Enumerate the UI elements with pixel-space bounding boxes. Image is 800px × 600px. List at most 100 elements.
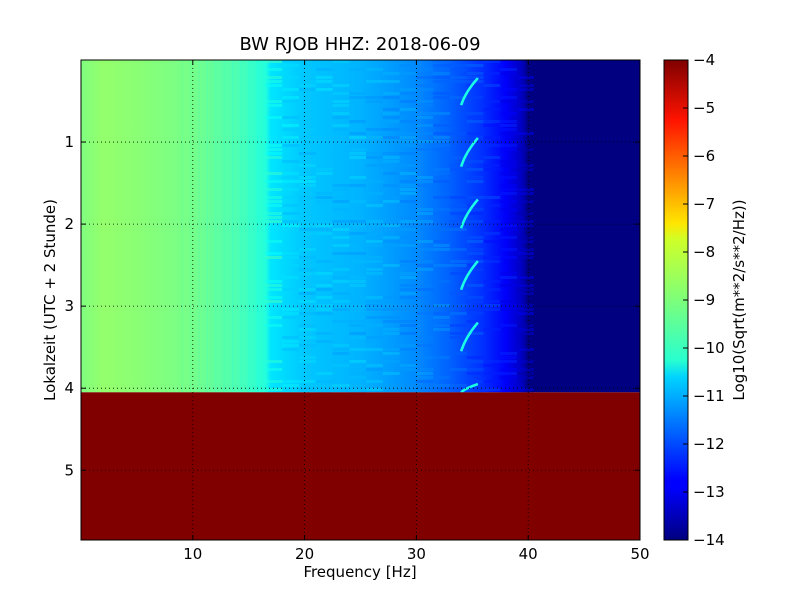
spectrogram-cell xyxy=(466,308,484,311)
spectrogram-cell xyxy=(349,176,367,179)
spectrogram-cell xyxy=(332,84,350,87)
spectrogram-cell xyxy=(416,268,434,271)
spectrogram-cell xyxy=(416,212,434,215)
spectrogram-cell xyxy=(349,368,367,371)
spectrogram-cell xyxy=(349,276,367,279)
spectrogram-cell xyxy=(449,156,467,159)
spectrogram-cell xyxy=(500,352,518,355)
spectrogram-cell xyxy=(366,364,383,367)
spectrogram-cell xyxy=(399,180,417,183)
spectrogram-cell xyxy=(399,276,417,279)
spectrogram-cell xyxy=(500,368,518,371)
y-tick-label: 3 xyxy=(64,297,74,315)
spectrogram-cell xyxy=(282,264,300,267)
spectrogram-cell xyxy=(265,188,283,191)
spectrogram-cell xyxy=(517,240,534,243)
spectrogram-cell xyxy=(416,148,434,151)
spectral-line-segment xyxy=(459,260,479,291)
spectrogram-cell xyxy=(349,68,367,71)
spectrogram-cell xyxy=(483,168,501,171)
spectrogram-cell xyxy=(399,308,417,311)
spectrogram-cell xyxy=(433,304,450,307)
spectrogram-cell xyxy=(433,132,450,135)
spectrogram-cell xyxy=(500,124,518,127)
spectrogram-cell xyxy=(517,236,534,239)
spectrogram-cell xyxy=(366,316,383,319)
spectrogram-cell xyxy=(483,72,501,75)
spectrogram-cell xyxy=(382,92,400,95)
spectrogram-cell xyxy=(466,72,484,75)
spectrogram-cell xyxy=(449,164,467,167)
spectrogram-cell xyxy=(382,184,400,187)
spectrogram-cell xyxy=(299,388,316,391)
spectrogram-cell xyxy=(399,332,417,335)
spectrogram-cell xyxy=(416,72,434,75)
spectrogram-cell xyxy=(466,356,484,359)
spectrogram-cell xyxy=(349,132,367,135)
spectrogram-cell xyxy=(433,112,450,115)
spectrogram-cell xyxy=(265,380,283,383)
spectrogram-cell xyxy=(449,384,467,387)
spectrogram-cell xyxy=(315,68,333,71)
spectrogram-cell xyxy=(382,240,400,243)
spectrogram-cell xyxy=(449,224,467,227)
spectrogram-cell xyxy=(416,100,434,103)
spectrogram-cell xyxy=(299,360,316,363)
spectrogram-cell xyxy=(265,316,283,319)
spectrogram-cell xyxy=(466,320,484,323)
spectrogram-cell xyxy=(382,108,400,111)
spectrogram-cell xyxy=(332,268,350,271)
spectrogram-cell xyxy=(483,60,501,63)
spectrogram-cell xyxy=(416,76,434,79)
spectrogram-cell xyxy=(399,92,417,95)
spectrogram-cell xyxy=(332,320,350,323)
spectrogram-cell xyxy=(265,196,283,199)
spectrogram-cell xyxy=(332,184,350,187)
colorbar-tick-label: −13 xyxy=(693,483,725,501)
spectrogram-cell xyxy=(483,260,501,263)
spectrogram-cell xyxy=(433,356,450,359)
colorbar-tick-label: −4 xyxy=(693,51,715,69)
spectrogram-cell xyxy=(332,208,350,211)
spectrogram-cell xyxy=(433,384,450,387)
spectrogram-cell xyxy=(366,180,383,183)
spectrogram-cell xyxy=(500,256,518,259)
spectrogram-cell xyxy=(349,284,367,287)
spectrogram-cell xyxy=(433,176,450,179)
spectrogram-cell xyxy=(382,320,400,323)
spectrogram-cell xyxy=(382,96,400,99)
spectrogram-cell xyxy=(332,60,350,63)
spectrogram-cell xyxy=(449,68,467,71)
spectrogram-cell xyxy=(483,380,501,383)
spectrogram-cell xyxy=(382,236,400,239)
spectrogram-cell xyxy=(399,188,417,191)
spectrogram-cell xyxy=(483,300,501,303)
spectrogram-cell xyxy=(299,272,316,275)
spectrogram-cell xyxy=(265,200,283,203)
spectrogram-cell xyxy=(416,176,434,179)
colorbar-tick-label: −12 xyxy=(693,435,725,453)
spectrogram-cell xyxy=(433,80,450,83)
spectrogram-cell xyxy=(382,224,400,227)
spectrogram-cell xyxy=(315,88,333,91)
spectrogram-cell xyxy=(399,64,417,67)
spectrogram-cell xyxy=(500,200,518,203)
spectrogram-cell xyxy=(399,236,417,239)
spectrogram-cell xyxy=(349,96,367,99)
spectrogram-cell xyxy=(449,332,467,335)
spectrogram-cell xyxy=(299,180,316,183)
spectrogram-cell xyxy=(366,272,383,275)
spectrogram-cell xyxy=(399,192,417,195)
spectrogram-cell xyxy=(399,72,417,75)
spectrogram-vertical-streak xyxy=(181,60,183,393)
spectrogram-cell xyxy=(449,204,467,207)
spectrogram-cell xyxy=(416,260,434,263)
spectrogram-cell xyxy=(483,304,501,307)
spectrogram-cell xyxy=(349,200,367,203)
spectrogram-cell xyxy=(466,268,484,271)
spectrogram-cell xyxy=(399,220,417,223)
spectrogram-cell xyxy=(466,372,484,375)
spectrogram-cell xyxy=(433,376,450,379)
colorbar-tick-label: −6 xyxy=(693,147,715,165)
spectrogram-cell xyxy=(416,372,434,375)
